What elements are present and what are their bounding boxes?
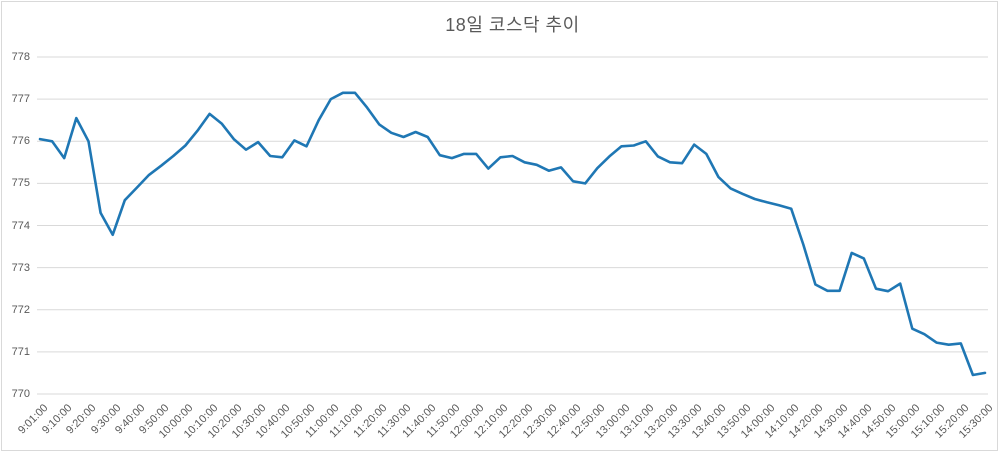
y-tick-label: 770	[11, 388, 30, 400]
chart-title: 18일 코스닥 추이	[445, 15, 580, 35]
kosdaq-line-series	[38, 91, 987, 377]
y-tick-label: 774	[11, 219, 30, 232]
y-tick-label: 776	[11, 135, 30, 148]
y-tick-label: 773	[11, 261, 30, 274]
y-tick-label: 778	[11, 51, 30, 63]
y-tick-label: 772	[11, 303, 30, 316]
y-tick-label: 777	[11, 93, 30, 106]
y-tick-label: 775	[11, 177, 30, 190]
y-tick-label: 771	[11, 345, 30, 358]
